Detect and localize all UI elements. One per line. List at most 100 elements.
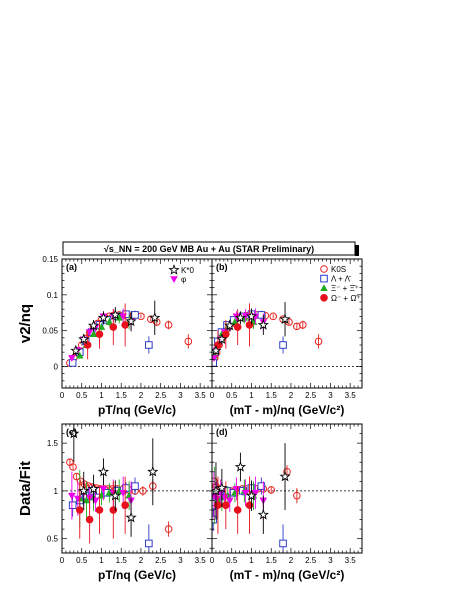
data-point [164, 525, 173, 533]
legend-left: K*0φ [168, 264, 194, 284]
data-series-group [212, 443, 301, 553]
data-point [75, 351, 84, 359]
data-point [232, 486, 241, 493]
y-tick-label: 0.15 [42, 255, 58, 264]
panel-label: (b) [216, 262, 228, 272]
data-point [95, 330, 104, 339]
y-tick-label: 0 [54, 363, 59, 372]
y-tick-label: 1.5 [47, 439, 59, 448]
x-tick-label: 1.5 [116, 391, 128, 400]
x-axis-label: pT/nq (GeV/c) [98, 403, 176, 417]
data-point [139, 487, 147, 495]
panel-d: 0 0.5 1 1.5 2 2.5 3 3.5 (d) (mT - m)/nq (GeV/c²) [210, 423, 363, 582]
data-point [109, 506, 118, 514]
y-axis-label: v2/nq [17, 304, 34, 343]
data-point [245, 501, 254, 510]
data-point [279, 470, 291, 482]
data-point [97, 311, 110, 323]
series-Ω⁻ + Ω̄⁺ [214, 476, 254, 534]
x-tick-label: 2.5 [155, 556, 167, 565]
y-tick-label: 1 [54, 487, 59, 496]
data-point [267, 486, 276, 494]
data-point [78, 484, 90, 496]
x-tick-label: 1 [99, 391, 104, 400]
data-point [184, 337, 193, 346]
data-point [216, 482, 228, 493]
data-point [83, 341, 92, 349]
x-tick-label: 1.5 [266, 391, 278, 400]
data-point [279, 341, 287, 349]
legend-label: Ξ⁻ + Ξ̄⁺ [331, 284, 359, 293]
y-tick-label: 0.5 [47, 535, 59, 544]
data-series-group [66, 300, 193, 367]
x-tick-label: 0.5 [226, 391, 238, 400]
data-point [314, 337, 323, 346]
x-tick-label: 2.5 [305, 556, 317, 565]
data-point [68, 359, 77, 367]
data-point [109, 489, 121, 501]
data-point [145, 341, 153, 349]
data-point [89, 330, 98, 338]
x-tick-label: 2 [139, 556, 144, 565]
data-point [109, 308, 121, 320]
data-point [115, 313, 124, 321]
legend-label: φ [181, 275, 186, 284]
x-tick-label: 0.5 [226, 556, 238, 565]
data-point [97, 465, 110, 477]
data-point [149, 311, 161, 323]
x-tick-label: 3 [178, 391, 183, 400]
data-point [257, 508, 269, 520]
x-axis-label: pT/nq (GeV/c) [98, 568, 176, 582]
data-point [216, 333, 228, 345]
data-point [99, 486, 108, 493]
y-tick-label: 0.05 [42, 327, 58, 336]
data-point [245, 310, 258, 322]
x-tick-label: 0 [210, 556, 215, 565]
y-tick-label: 0.1 [47, 291, 59, 300]
x-tick-label: 3.5 [345, 556, 357, 565]
series-K*0 [68, 424, 159, 537]
data-point [257, 319, 269, 330]
data-point [87, 319, 100, 331]
data-point [212, 359, 217, 367]
x-tick-label: 3 [328, 556, 333, 565]
data-point [269, 312, 277, 321]
series-K*0 [70, 300, 161, 356]
x-tick-label: 3.5 [195, 556, 207, 565]
data-series-group [66, 424, 173, 553]
data-point [105, 318, 114, 325]
data-point [68, 501, 77, 510]
data-point [91, 497, 100, 505]
panel-label: (c) [66, 427, 77, 437]
data-point [68, 492, 76, 500]
data-point [279, 539, 287, 548]
panel-c: 0 0.5 1 1.5 2 2.5 3 3.5 0.5 1 1.5 (c) pT/nq (GeV/c) D… [17, 423, 213, 582]
data-point [245, 321, 254, 329]
header-banner-shadow [355, 245, 359, 256]
legend-marker [320, 265, 328, 273]
x-tick-label: 0.5 [76, 556, 88, 565]
data-point [233, 323, 242, 331]
x-tick-label: 0 [210, 391, 215, 400]
data-point [212, 484, 222, 496]
panel-label: (a) [66, 262, 77, 272]
data-point [234, 461, 247, 472]
legend-label: Λ + Λ̄ [331, 275, 352, 284]
x-axis-label: (mT - m)/nq (GeV/c²) [230, 403, 345, 417]
data-point [121, 321, 129, 329]
header-title: √s_NN = 200 GeV MB Au + Au (STAR Prelimi… [104, 244, 314, 254]
data-point [85, 515, 94, 524]
series-K*0 [212, 443, 291, 534]
data-point [95, 506, 104, 514]
x-tick-label: 1.5 [266, 556, 278, 565]
data-point [131, 482, 139, 490]
data-point [233, 506, 242, 514]
data-point [68, 355, 76, 362]
data-point [125, 511, 137, 523]
data-point [69, 463, 77, 471]
data-point [131, 311, 139, 319]
data-point [78, 333, 90, 345]
legend-label: K*0 [181, 266, 194, 275]
